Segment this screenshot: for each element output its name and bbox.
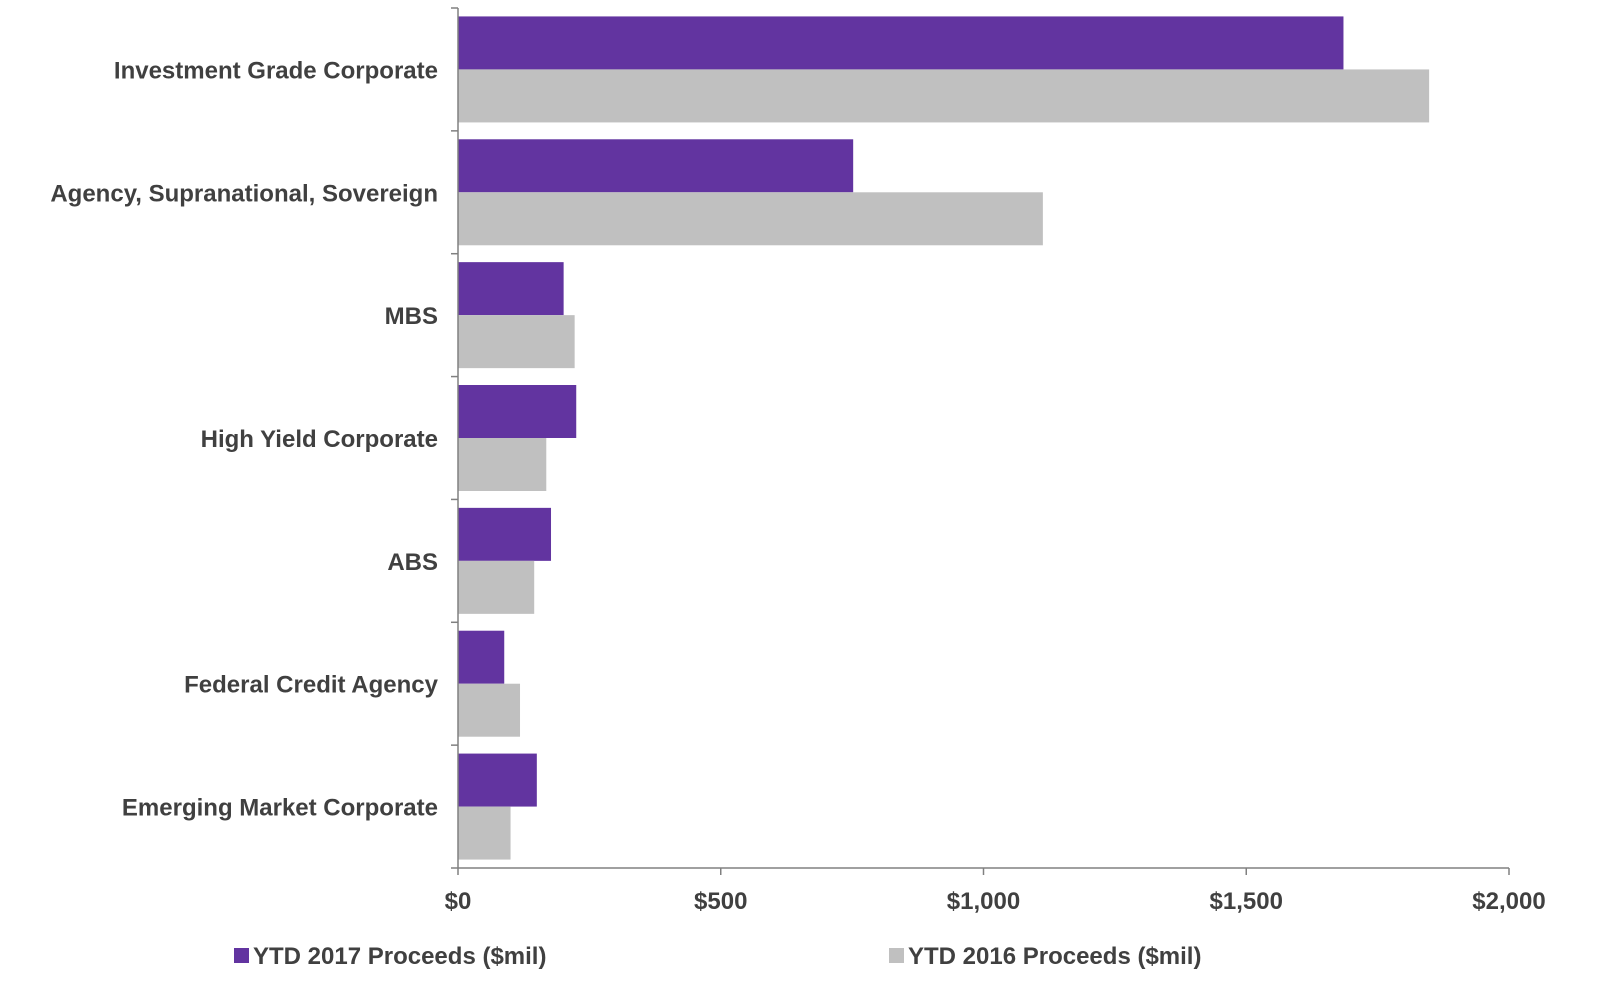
axes-group xyxy=(451,7,1510,875)
x-tick-label: $2,000 xyxy=(1472,888,1545,915)
bar-2017-1 xyxy=(458,139,854,193)
category-label: Emerging Market Corporate xyxy=(122,795,438,822)
bar-2016-4 xyxy=(458,560,535,614)
legend-swatch xyxy=(889,948,904,963)
category-labels-group: Investment Grade Corporate Agency, Supran… xyxy=(50,57,438,821)
category-label: Federal Credit Agency xyxy=(184,672,439,699)
category-label: MBS xyxy=(385,303,438,330)
category-label: ABS xyxy=(387,549,438,576)
legend-label: YTD 2017 Proceeds ($mil) xyxy=(253,943,546,970)
bar-2016-1 xyxy=(458,192,1043,246)
x-tick-label: $500 xyxy=(694,888,747,915)
bar-2017-5 xyxy=(458,630,505,684)
bar-2017-0 xyxy=(458,16,1344,70)
bar-2016-6 xyxy=(458,806,511,860)
bar-2016-0 xyxy=(458,69,1430,123)
x-tick-labels-group: $0 $500 $1,000 $1,500 $2,000 xyxy=(445,888,1546,915)
legend-item-2016: YTD 2016 Proceeds ($mil) xyxy=(889,943,1201,970)
bar-2017-4 xyxy=(458,507,552,561)
bars-group xyxy=(458,16,1430,860)
legend-label: YTD 2016 Proceeds ($mil) xyxy=(908,943,1201,970)
bar-2017-6 xyxy=(458,753,537,807)
category-label: Investment Grade Corporate xyxy=(114,57,438,84)
bar-2016-5 xyxy=(458,683,521,737)
legend-swatch xyxy=(234,948,249,963)
legend: YTD 2017 Proceeds ($mil) YTD 2016 Proceed… xyxy=(234,943,1201,970)
x-tick-label: $1,500 xyxy=(1210,888,1283,915)
legend-item-2017: YTD 2017 Proceeds ($mil) xyxy=(234,943,546,970)
x-tick-label: $1,000 xyxy=(947,888,1020,915)
bar-2016-3 xyxy=(458,438,547,491)
category-label: Agency, Supranational, Sovereign xyxy=(50,180,438,207)
x-tick-label: $0 xyxy=(445,888,472,915)
bar-2017-2 xyxy=(458,262,564,316)
bar-2017-3 xyxy=(458,385,577,438)
category-label: High Yield Corporate xyxy=(201,426,438,453)
bar-2016-2 xyxy=(458,315,575,369)
